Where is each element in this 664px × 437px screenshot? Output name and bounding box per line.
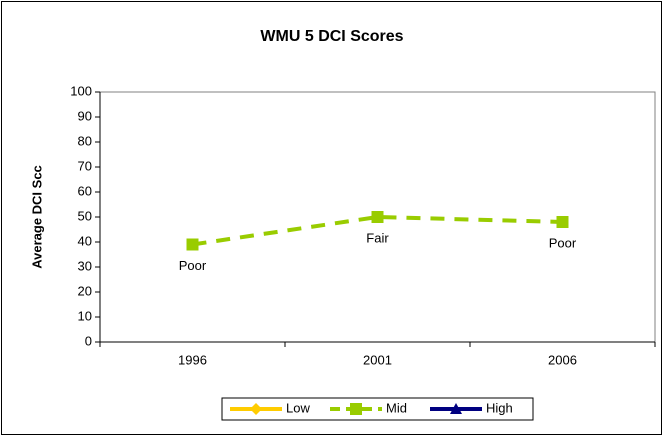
chart-title: WMU 5 DCI Scores [260,28,403,45]
y-axis-label: Average DCI Scc [29,165,44,269]
legend-label: Mid [386,400,407,415]
marker [186,238,199,251]
y-tick-label: 40 [78,233,92,248]
y-tick-label: 10 [78,308,92,323]
legend-box [221,397,534,421]
marker [556,216,569,228]
y-tick-label: 70 [78,158,92,173]
y-tick-label: 90 [78,108,92,123]
y-tick-label: 50 [78,208,92,223]
x-tick-label: 2001 [363,352,392,367]
y-tick-label: 80 [78,133,92,148]
y-tick-label: 20 [78,283,92,298]
y-tick-label: 100 [70,83,92,98]
point-label: Fair [366,230,389,245]
y-tick-label: 0 [85,333,92,348]
legend-label: High [486,400,513,415]
x-tick-label: 1996 [178,352,207,367]
marker [350,403,362,415]
legend-label: Low [286,400,310,415]
marker [250,403,262,415]
point-label: Poor [549,235,577,250]
y-tick-label: 60 [78,183,92,198]
y-tick-label: 30 [78,258,92,273]
x-tick-label: 2006 [548,352,577,367]
point-label: Poor [179,258,207,273]
marker [371,211,384,223]
marker [450,403,462,414]
